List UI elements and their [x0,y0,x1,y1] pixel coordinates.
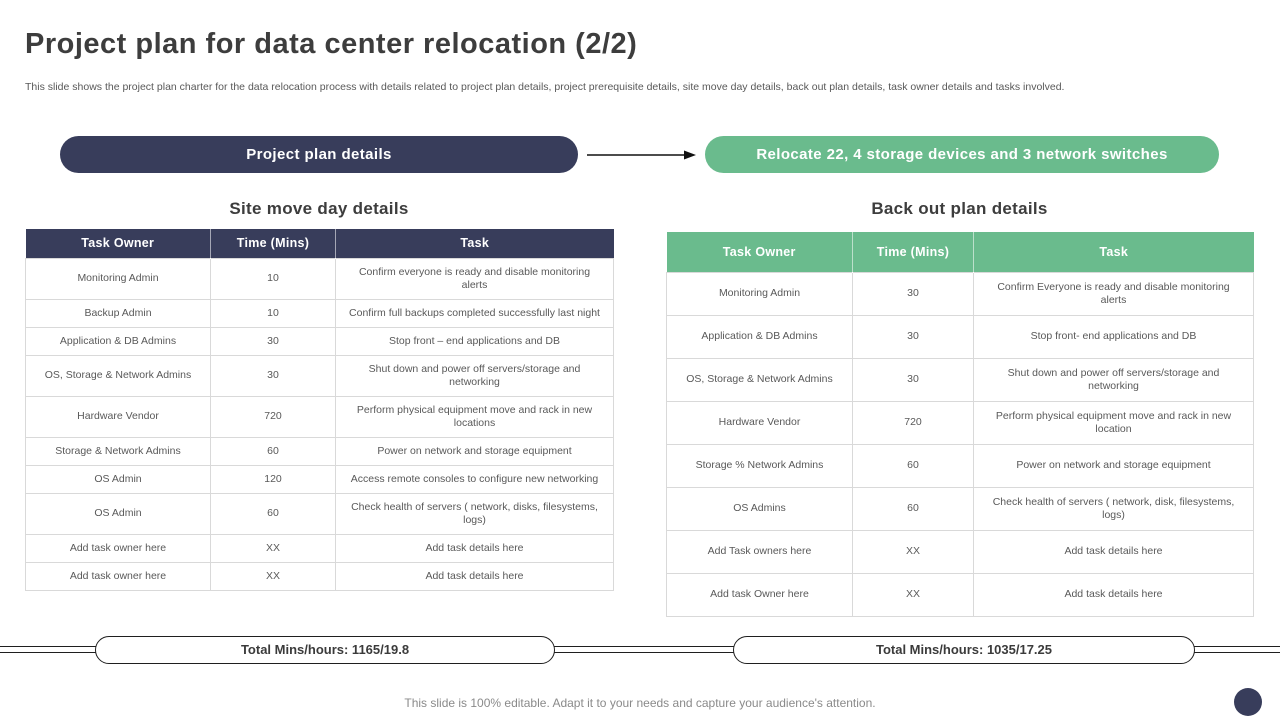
cell-owner: Add task owner here [25,561,211,591]
cell-task: Add task details here [335,561,614,591]
site-move-header-row: Task Owner Time (Mins) Task [25,229,614,258]
cell-task: Power on network and storage equipment [973,443,1254,488]
cell-time: 30 [852,271,974,316]
table-row: OS Admins 60 Check health of servers ( net… [666,486,1254,531]
cell-task: Stop front- end applications and DB [973,314,1254,359]
cell-owner: OS, Storage & Network Admins [666,357,853,402]
cell-time: 60 [852,486,974,531]
table-row: Application & DB Admins 30 Stop front – en… [25,326,614,356]
table-row: OS Admin 120 Access remote consoles to con… [25,464,614,494]
cell-owner: Backup Admin [25,298,211,328]
cell-owner: OS, Storage & Network Admins [25,354,211,397]
cell-time: 10 [210,257,336,300]
cell-time: 60 [210,436,336,466]
cell-task: Access remote consoles to configure new … [335,464,614,494]
cell-owner: Storage % Network Admins [666,443,853,488]
column-header-time-mins: Time (Mins) [852,232,974,272]
cell-owner: Storage & Network Admins [25,436,211,466]
cell-owner: Add task Owner here [666,572,853,617]
slide-subtitle: This slide shows the project plan charte… [25,81,1065,93]
cell-time: 10 [210,298,336,328]
cell-time: 30 [210,326,336,356]
cell-time: 720 [852,400,974,445]
table-row: Add Task owners here XX Add task details h… [666,529,1254,574]
cell-owner: Application & DB Admins [25,326,211,356]
cell-task: Confirm full backups completed successfu… [335,298,614,328]
cell-task: Perform physical equipment move and rack… [973,400,1254,445]
cell-task: Power on network and storage equipment [335,436,614,466]
cell-time: XX [210,561,336,591]
cell-time: XX [852,529,974,574]
table-row: Add task owner here XX Add task details he… [25,561,614,591]
site-move-section-title: Site move day details [229,199,409,218]
table-row: Hardware Vendor 720 Perform physical equip… [25,395,614,438]
table-row: Application & DB Admins 30 Stop front- end… [666,314,1254,359]
back-out-section-title: Back out plan details [871,199,1048,218]
cell-owner: Application & DB Admins [666,314,853,359]
site-move-table: Task Owner Time (Mins) Task Monitoring A… [25,229,614,591]
column-header-task: Task [335,229,614,258]
cell-time: 720 [210,395,336,438]
cell-task: Check health of servers ( network, disk,… [973,486,1254,531]
cell-time: 30 [852,357,974,402]
cell-task: Check health of servers ( network, disks… [335,492,614,535]
table-row: OS, Storage & Network Admins 30 Shut down … [666,357,1254,402]
table-row: OS, Storage & Network Admins 30 Shut down … [25,354,614,397]
cell-owner: Monitoring Admin [666,271,853,316]
cell-task: Confirm everyone is ready and disable mo… [335,257,614,300]
table-row: Monitoring Admin 10 Confirm everyone is re… [25,257,614,300]
table-row: Storage % Network Admins 60 Power on netwo… [666,443,1254,488]
cell-owner: Add Task owners here [666,529,853,574]
cell-task: Add task details here [973,572,1254,617]
cell-task: Confirm Everyone is ready and disable mo… [973,271,1254,316]
cell-owner: Add task owner here [25,533,211,563]
table-row: Hardware Vendor 720 Perform physical equip… [666,400,1254,445]
cell-task: Shut down and power off servers/storage … [973,357,1254,402]
site-move-total-badge: Total Mins/hours: 1165/19.8 [95,636,555,664]
cell-time: XX [852,572,974,617]
arrow-right-icon [585,148,697,167]
column-header-task-owner: Task Owner [25,229,211,258]
cell-owner: Hardware Vendor [25,395,211,438]
cell-owner: Hardware Vendor [666,400,853,445]
cell-time: 30 [210,354,336,397]
back-out-total-badge: Total Mins/hours: 1035/17.25 [733,636,1195,664]
column-header-time-mins: Time (Mins) [210,229,336,258]
table-row: OS Admin 60 Check health of servers ( netw… [25,492,614,535]
cell-time: 30 [852,314,974,359]
cell-task: Perform physical equipment move and rack… [335,395,614,438]
column-header-task: Task [973,232,1254,272]
cell-task: Add task details here [335,533,614,563]
table-row: Add task Owner here XX Add task details he… [666,572,1254,617]
cell-owner: OS Admin [25,492,211,535]
cell-task: Stop front – end applications and DB [335,326,614,356]
cell-time: 120 [210,464,336,494]
cell-task: Shut down and power off servers/storage … [335,354,614,397]
divider-rule [0,646,1280,653]
editable-note: This slide is 100% editable. Adapt it to… [404,696,876,710]
table-row: Add task owner here XX Add task details he… [25,533,614,563]
project-plan-details-pill: Project plan details [60,136,578,173]
corner-dot-decoration [1234,688,1262,716]
table-row: Monitoring Admin 30 Confirm Everyone is re… [666,271,1254,316]
cell-owner: OS Admin [25,464,211,494]
cell-owner: Monitoring Admin [25,257,211,300]
table-row: Storage & Network Admins 60 Power on netwo… [25,436,614,466]
relocate-summary-pill: Relocate 22, 4 storage devices and 3 net… [705,136,1219,173]
cell-owner: OS Admins [666,486,853,531]
cell-time: XX [210,533,336,563]
back-out-header-row: Task Owner Time (Mins) Task [666,232,1254,272]
column-header-task-owner: Task Owner [666,232,853,272]
page-title: Project plan for data center relocation … [25,28,638,60]
cell-time: 60 [852,443,974,488]
table-row: Backup Admin 10 Confirm full backups compl… [25,298,614,328]
back-out-table: Task Owner Time (Mins) Task Monitoring A… [666,232,1254,617]
cell-task: Add task details here [973,529,1254,574]
cell-time: 60 [210,492,336,535]
